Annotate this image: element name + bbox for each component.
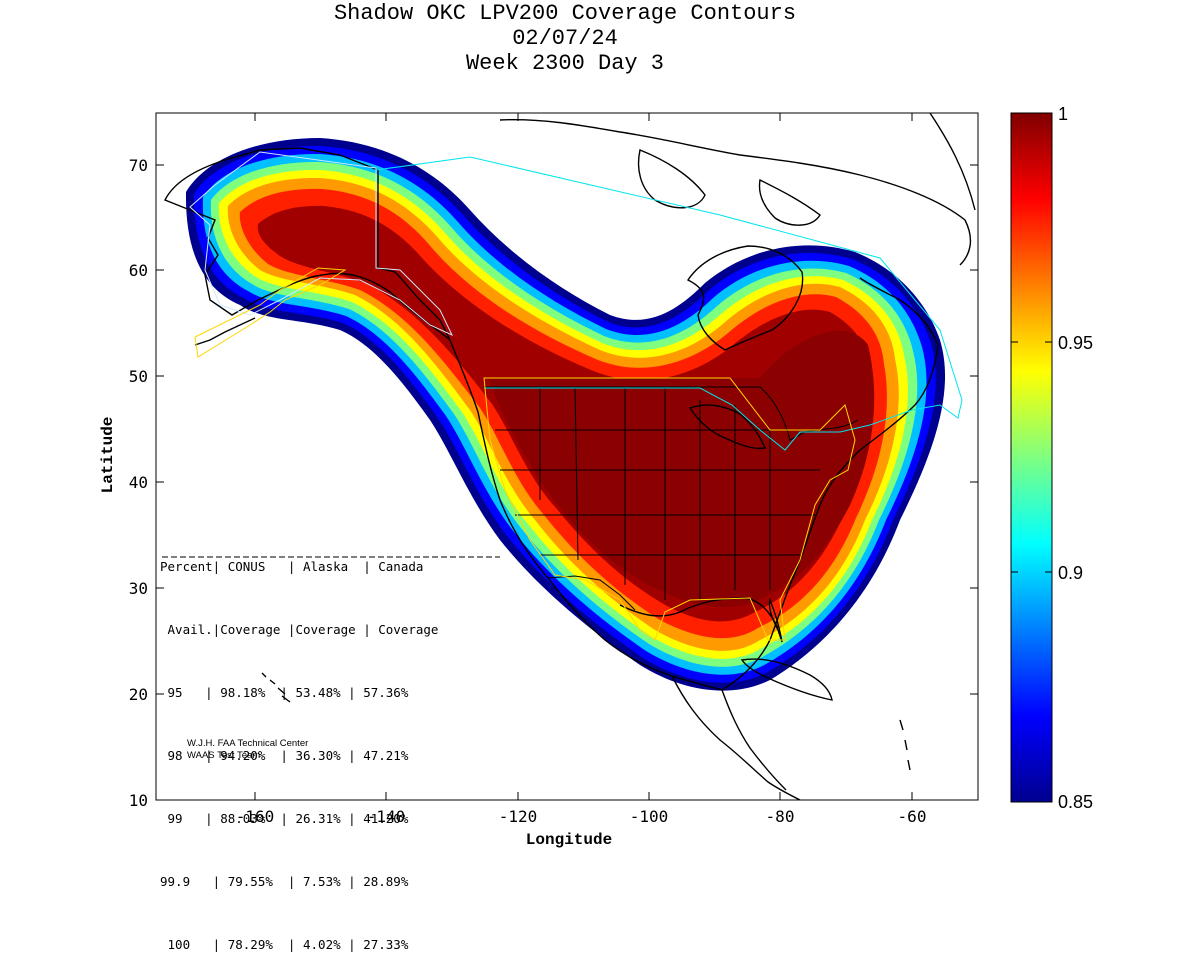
axis-ticks <box>156 113 978 801</box>
coverage-map: -160 -140 -120 -100 -80 -60 10 20 30 40 … <box>99 104 1093 849</box>
state-boundaries <box>484 386 859 611</box>
x-tick-label: -100 <box>630 807 669 826</box>
coverage-table: Percent| CONUS | Alaska | Canada Avail.|… <box>160 514 438 976</box>
y-tick-label: 30 <box>129 579 148 598</box>
colorbar-label: 0.95 <box>1058 333 1093 353</box>
colorbar-label: 0.9 <box>1058 563 1083 583</box>
y-tick-label: 10 <box>129 791 148 810</box>
central-america <box>671 675 801 800</box>
chart-week-day: Week 2300 Day 3 <box>465 51 665 76</box>
colorbar <box>1010 112 1053 803</box>
y-tick-label: 60 <box>129 261 148 280</box>
gulf-coast <box>619 597 779 629</box>
chart-date: 02/07/24 <box>512 26 618 51</box>
arctic-island-3 <box>758 178 821 226</box>
alaska-service-area <box>189 151 454 337</box>
table-row: 100 | 78.29% | 4.02% | 27.33% <box>160 937 409 952</box>
credit-line-1: W.J.H. FAA Technical Center <box>187 738 309 749</box>
y-tick-label: 70 <box>129 156 148 175</box>
aleutian-chain <box>194 317 256 346</box>
canada-us-border <box>484 386 859 441</box>
y-tick-label: 40 <box>129 473 148 492</box>
cuba <box>740 658 833 701</box>
x-tick-label: -60 <box>898 807 927 826</box>
arctic-islands <box>499 118 972 266</box>
y-tick-label: 50 <box>129 367 148 386</box>
y-tick-label: 20 <box>129 685 148 704</box>
state-grid-h1 <box>495 429 820 556</box>
aleutian-service-area <box>194 267 347 358</box>
table-row: 98 | 94.20% | 36.30% | 47.21% <box>160 748 409 763</box>
y-axis-title: Latitude <box>99 417 117 494</box>
x-axis-title: Longitude <box>526 831 612 849</box>
colorbar-label: 1 <box>1058 104 1068 124</box>
x-tick-label: -140 <box>367 807 406 826</box>
credit-line-2: WAAS Test Team <box>187 750 261 761</box>
x-tick-label: -80 <box>766 807 795 826</box>
hudson-bay <box>686 245 804 351</box>
state-grid-v1 <box>539 386 771 600</box>
table-row: 95 | 98.18% | 53.48% | 57.36% <box>160 685 409 700</box>
greenland-edge <box>929 113 976 211</box>
plot-frame <box>155 112 979 801</box>
hawaii <box>261 672 291 703</box>
florida <box>768 597 783 643</box>
service-areas <box>189 151 963 641</box>
conus-service-area <box>483 377 856 641</box>
table-row: 99.9 | 79.55% | 7.53% | 28.89% <box>160 874 409 889</box>
great-lakes <box>688 404 766 450</box>
colorbar-label: 0.85 <box>1058 792 1093 812</box>
north-america-east-coast <box>721 277 939 691</box>
table-header-2: Avail.|Coverage |Coverage | Coverage <box>160 622 439 637</box>
lesser-antilles <box>899 719 911 771</box>
table-row: 99 | 88.03% | 26.31% | 41.20% <box>160 811 409 826</box>
coverage-core <box>488 330 875 608</box>
canada-service-area <box>375 156 963 451</box>
north-america-west-coast <box>449 339 723 691</box>
arctic-island-2 <box>637 149 706 209</box>
x-tick-label: -160 <box>236 807 275 826</box>
chart-title: Shadow OKC LPV200 Coverage Contours <box>333 1 797 26</box>
central-america-east <box>721 689 787 791</box>
x-tick-label: -120 <box>499 807 538 826</box>
colorbar-ticks <box>1011 341 1052 573</box>
table-header-1: Percent| CONUS | Alaska | Canada <box>160 559 424 574</box>
